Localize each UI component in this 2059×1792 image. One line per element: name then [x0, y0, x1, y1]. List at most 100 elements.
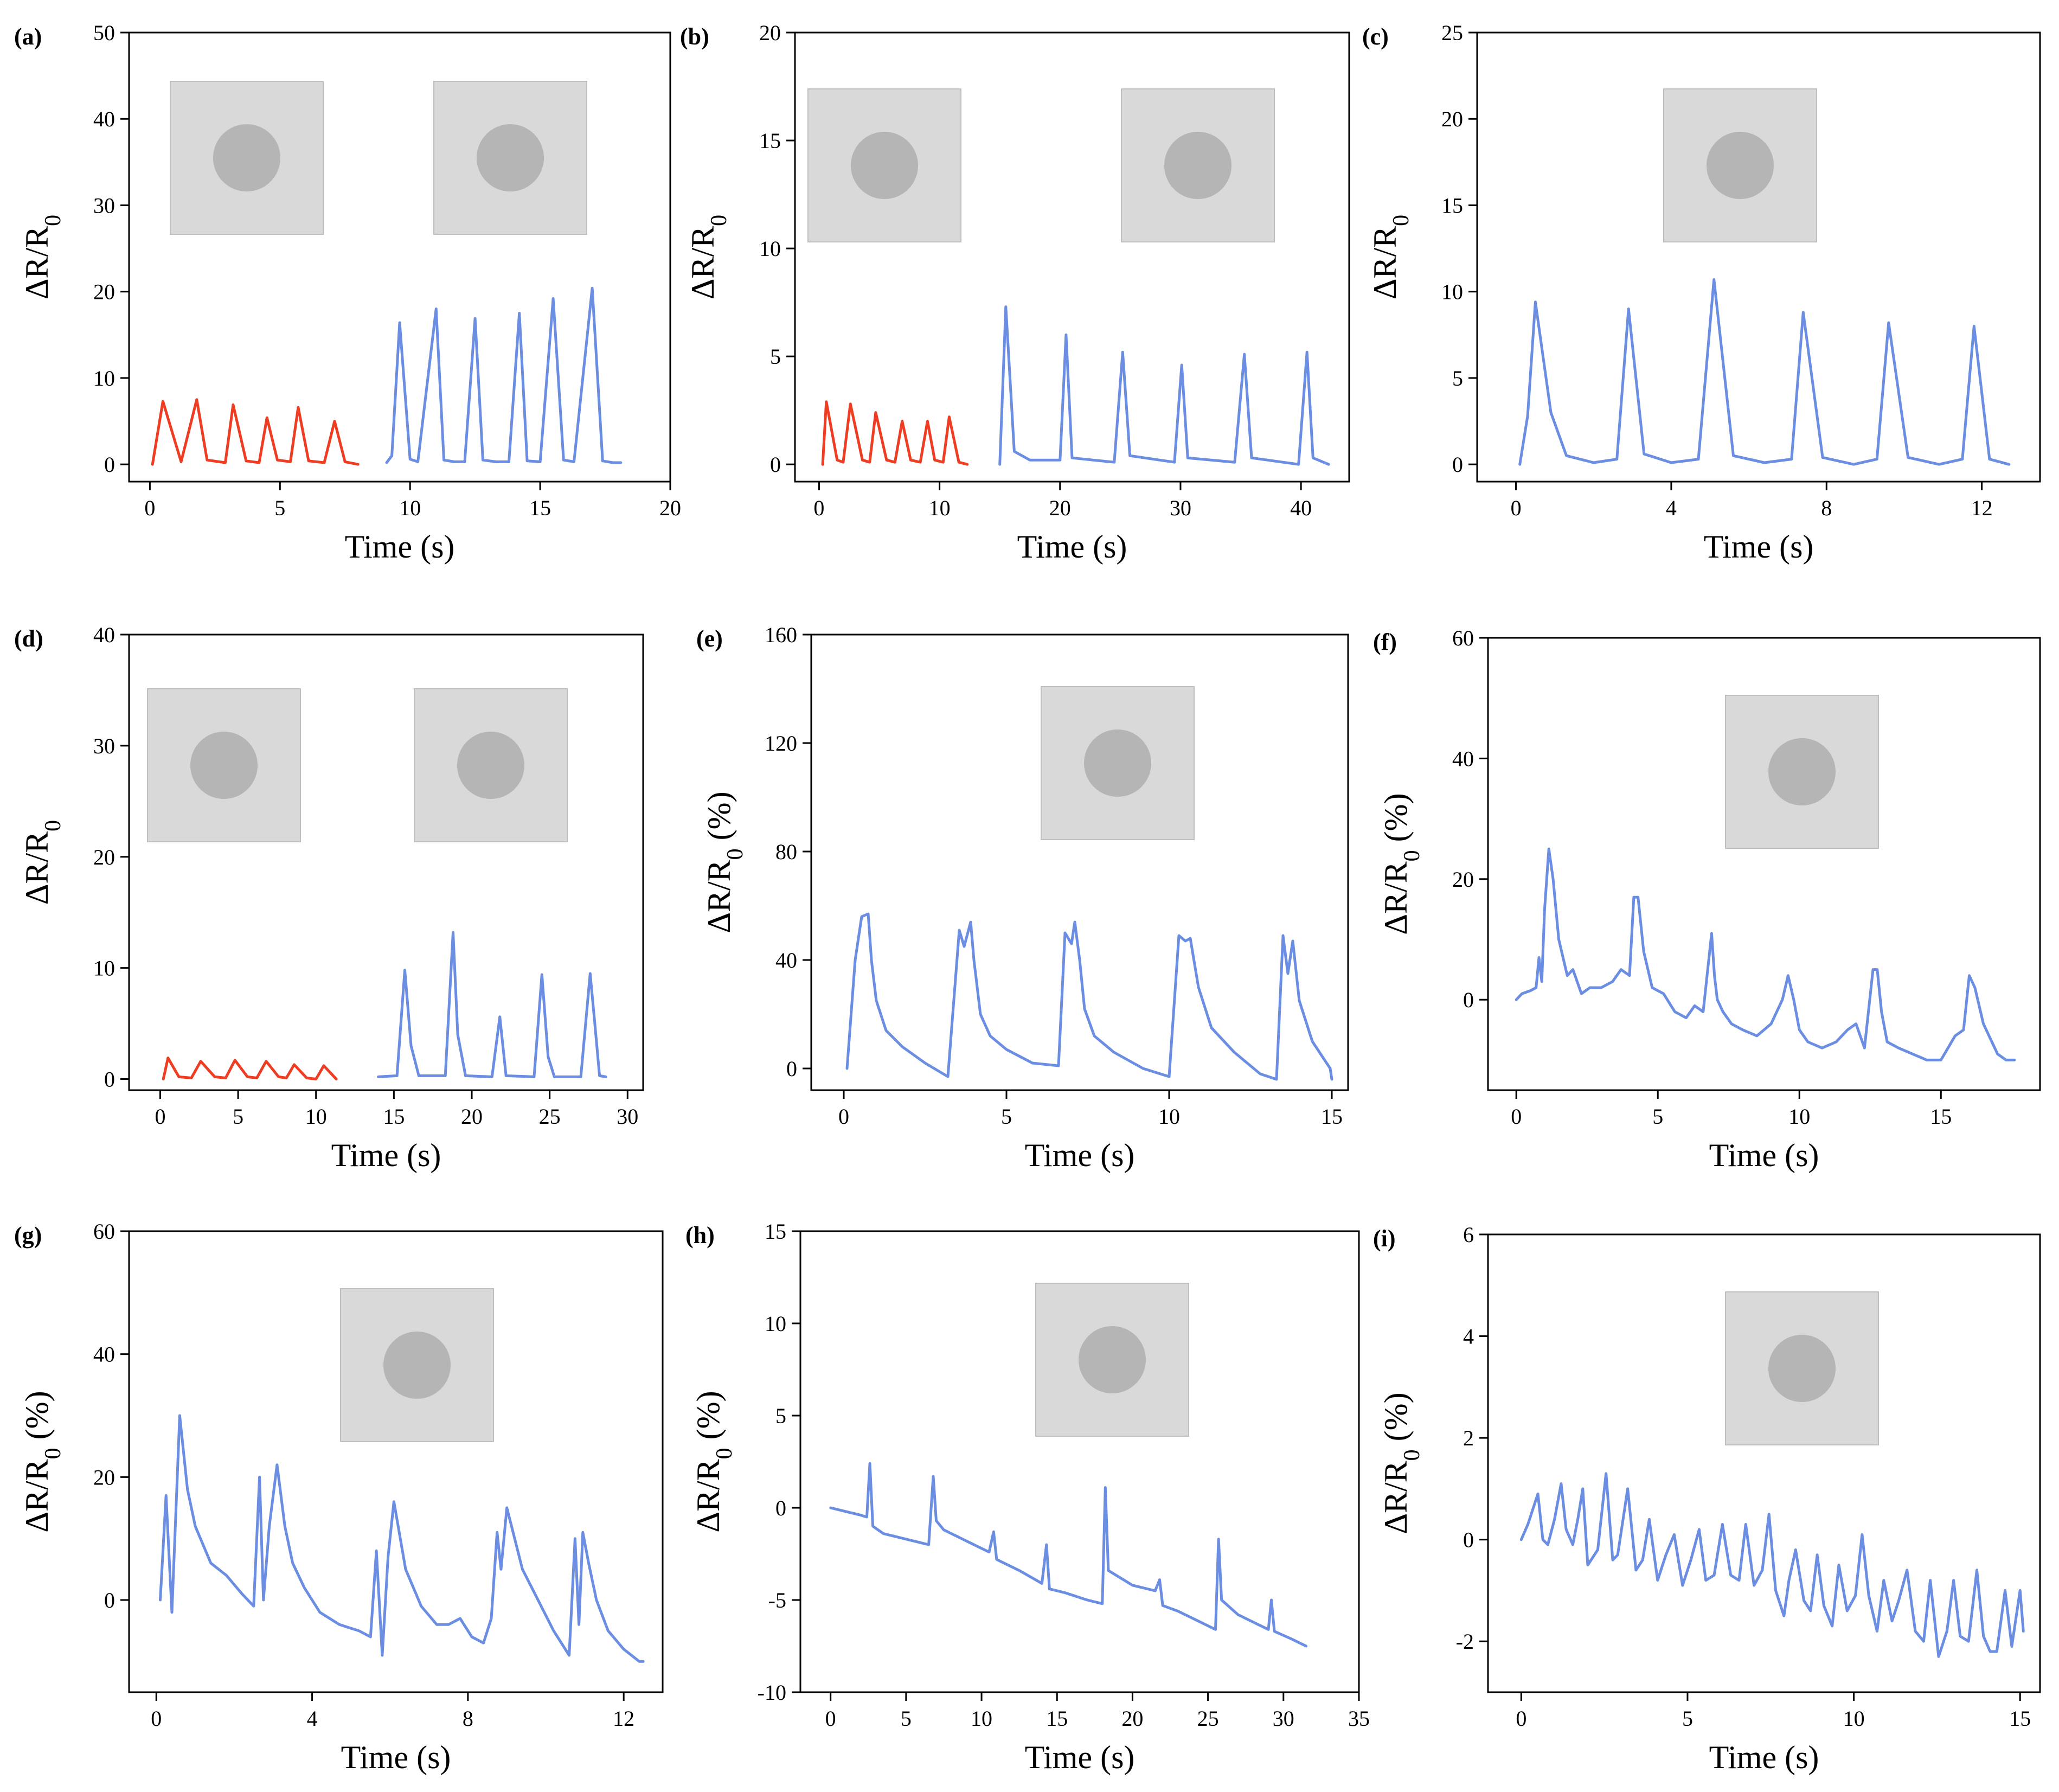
- y-tick-label: 10: [93, 366, 115, 391]
- neck-photo-icon: [1041, 686, 1195, 840]
- x-tick-label: 20: [461, 1104, 483, 1129]
- y-axis-label: ΔR/R0 (%): [1378, 1392, 1425, 1534]
- x-tick-label: 40: [1290, 496, 1312, 520]
- y-label-subscript: 0: [1400, 850, 1425, 861]
- photo-subject-shape: [1083, 729, 1152, 797]
- y-tick-label: 15: [759, 129, 781, 153]
- y-tick-label: 5: [775, 1404, 786, 1428]
- axes-frame: [1487, 1233, 2041, 1693]
- y-tick-label: 20: [93, 280, 115, 304]
- x-axis-label: Time (s): [1017, 529, 1127, 565]
- hand-glove-photo-icon: [1121, 88, 1275, 242]
- y-tick-label: 40: [775, 948, 797, 972]
- x-tick-label: 10: [1843, 1706, 1865, 1731]
- x-tick-label: 25: [539, 1104, 561, 1129]
- y-axis-label: ΔR/R0 (%): [19, 1391, 66, 1532]
- y-tick-label: 0: [1463, 1528, 1474, 1552]
- y-tick-label: 10: [759, 236, 781, 261]
- hand-glove-photo-icon: [170, 81, 324, 235]
- leg-photo-icon: [1663, 88, 1817, 242]
- neck-photo-icon: [1725, 695, 1879, 849]
- y-tick-label: 0: [786, 1057, 797, 1081]
- x-tick-label: 35: [1348, 1706, 1370, 1731]
- axes-frame: [128, 1230, 664, 1693]
- y-tick-label: 30: [93, 734, 115, 758]
- y-label-main: ΔR/R: [1367, 226, 1403, 299]
- photo-subject-shape: [1706, 131, 1774, 200]
- photo-inset: [170, 81, 324, 235]
- y-tick-label: 0: [770, 452, 781, 477]
- series-line-mouth-small: [162, 1057, 338, 1080]
- x-tick-label: 20: [659, 496, 681, 520]
- x-axis-label: Time (s): [1025, 1137, 1135, 1173]
- x-axis-label: Time (s): [331, 1137, 441, 1173]
- x-axis-label: Time (s): [1025, 1739, 1135, 1775]
- y-axis-label: ΔR/R0 (%): [690, 1391, 737, 1532]
- x-tick-label: 0: [825, 1706, 836, 1731]
- y-label-suffix: (%): [1378, 1392, 1414, 1449]
- y-tick-label: 6: [1463, 1223, 1474, 1247]
- x-tick-label: 30: [617, 1104, 638, 1129]
- face-photo-icon: [147, 688, 301, 842]
- axes-frame: [794, 31, 1350, 483]
- y-tick-label: 20: [1441, 107, 1463, 131]
- y-tick-label: 5: [1452, 366, 1463, 391]
- series-line-wrist-small: [821, 400, 969, 466]
- x-tick-label: 10: [305, 1104, 327, 1129]
- y-tick-label: 10: [93, 956, 115, 981]
- y-tick-label: 0: [104, 1067, 115, 1092]
- y-tick-label: 60: [1452, 626, 1474, 650]
- x-tick-label: 12: [1971, 496, 1993, 520]
- axes-frame: [799, 1230, 1360, 1693]
- y-label-main: ΔR/R: [19, 1459, 55, 1532]
- panel-label: (f): [1373, 629, 1397, 655]
- y-tick-label: 4: [1463, 1324, 1474, 1349]
- eye-photo-icon: [1035, 1283, 1189, 1437]
- y-tick-label: 0: [1452, 452, 1463, 477]
- y-label-subscript: 0: [712, 1448, 737, 1459]
- series-line-throat: [845, 912, 1333, 1081]
- series-line-bend-small: [151, 398, 360, 466]
- x-tick-label: 30: [1273, 1706, 1294, 1731]
- panel-label: (d): [14, 625, 43, 652]
- x-tick-label: 10: [1158, 1104, 1180, 1129]
- y-label-subscript: 0: [723, 848, 748, 860]
- photo-subject-shape: [1768, 1334, 1836, 1403]
- panel-label: (g): [14, 1222, 42, 1249]
- x-tick-label: 5: [1682, 1706, 1693, 1731]
- y-tick-label: 30: [93, 193, 115, 217]
- hand-glove-photo-icon: [433, 81, 587, 235]
- series-line-knee: [1518, 278, 2011, 466]
- y-tick-label: 0: [1463, 988, 1474, 1012]
- y-tick-label: 2: [1463, 1426, 1474, 1450]
- y-axis-label: ΔR/R0 (%): [701, 791, 748, 933]
- x-tick-label: 30: [1170, 496, 1191, 520]
- photo-subject-shape: [383, 1331, 451, 1399]
- photo-subject-shape: [213, 124, 281, 192]
- x-tick-label: 8: [1821, 496, 1832, 520]
- series-line-bend-large: [385, 286, 623, 464]
- panel-label: (e): [696, 625, 723, 652]
- x-tick-label: 20: [1049, 496, 1071, 520]
- y-label-subscript: 0: [41, 215, 66, 226]
- y-tick-label: 15: [1441, 193, 1463, 217]
- photo-subject-shape: [457, 731, 525, 799]
- x-tick-label: 15: [529, 496, 551, 520]
- series-line-blink: [829, 1462, 1308, 1648]
- x-tick-label: 0: [1516, 1706, 1526, 1731]
- y-tick-label: -2: [1456, 1629, 1474, 1654]
- x-tick-label: 0: [813, 496, 824, 520]
- x-tick-label: 12: [613, 1706, 634, 1731]
- series-line-frown: [159, 1414, 645, 1663]
- x-tick-label: 5: [233, 1104, 243, 1129]
- x-tick-label: 0: [1511, 1104, 1522, 1129]
- x-tick-label: 0: [1511, 496, 1522, 520]
